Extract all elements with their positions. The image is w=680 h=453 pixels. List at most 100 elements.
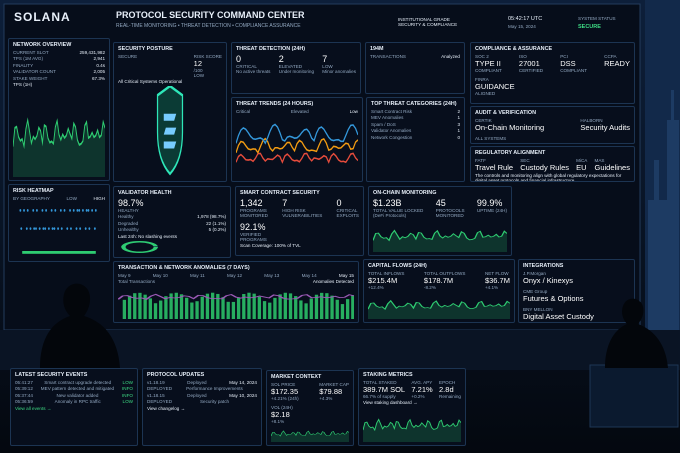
cell: DEPLOYED — [147, 399, 173, 404]
cell: May 9 — [118, 272, 131, 278]
stat-text: 0 — [336, 197, 342, 208]
stat-text: PROGRAMS — [240, 236, 267, 242]
line-text: Analyzed — [441, 53, 460, 59]
panel: THREAT TRENDS (24 HOURS) Critical Elevated… — [231, 97, 363, 182]
stat-text: LOW — [193, 72, 205, 78]
panel-title: CAPITAL FLOWS (24H) — [368, 263, 427, 269]
cell: Healthy — [118, 214, 134, 219]
stat: 7 LOW Minor anomalies — [322, 54, 356, 74]
stats: FATF Travel Rule SEC Custody Rules MiCA EU MAS… — [475, 158, 630, 172]
stat-text: SECURE — [118, 53, 138, 59]
stat-text: Travel Rule — [475, 162, 514, 172]
stat-text: GUIDANCE — [475, 81, 515, 91]
stat-text: /100 — [193, 67, 203, 73]
stat-text: 7.21% — [411, 384, 433, 394]
line-text: The controls and monitoring align with g… — [475, 173, 622, 182]
stat: 7 HIGH RISK VULNERABILITIES — [282, 198, 322, 218]
stat-text: READY — [604, 58, 630, 68]
cell: 1,978 (98.7%) — [197, 214, 226, 219]
panel: SECURITY POSTURE SECURE RISK SCORE 12/100 LO… — [113, 42, 227, 182]
panel: SMART CONTRACT SECURITY 1,342 PROGRAMS MONI… — [235, 186, 364, 256]
stat-text: DSS — [560, 58, 576, 68]
stat-text: MAS — [594, 157, 605, 163]
lines: Total Transactions Anomalies Detected — [118, 279, 354, 284]
cell: May 14, 2024 — [229, 379, 257, 385]
stat: 92.1% VERIFIED PROGRAMS — [240, 222, 267, 242]
stat: 1,342 PROGRAMS MONITORED — [240, 198, 268, 218]
decoration — [121, 241, 158, 253]
panel-title: INTEGRATIONS — [523, 263, 564, 269]
row: Unhealthy 5 (0.2%) — [118, 227, 226, 232]
brand: SOLANA — [14, 10, 71, 24]
panel: REGULATORY ALIGNMENT FATF Travel Rule SEC Cu… — [470, 146, 635, 182]
stat: 98.7% HEALTHY — [118, 198, 144, 213]
stat-text: 2 — [278, 53, 284, 64]
panel-title: THREAT TRENDS (24 HOURS) — [236, 101, 314, 107]
panel-title: SECURITY POSTURE — [118, 46, 173, 52]
cell: Smart contract upgrade detected — [44, 379, 112, 385]
stat: 2 ELEVATED Under monitoring — [279, 54, 314, 74]
panel: VALIDATOR HEALTH 98.7% HEALTHY Healthy 1,978… — [113, 186, 231, 258]
row: Smart Contract Risk 2 — [371, 109, 460, 114]
stat-text: CME Group — [523, 288, 548, 294]
stat-text: $2.18 — [271, 409, 290, 419]
stat-text: $172.35 — [271, 386, 299, 396]
stat: EPOCH 2.8d Remaining — [439, 380, 461, 399]
stat: 0 CRITICAL No active threats — [236, 54, 270, 74]
line-text: Anomalies Detected — [312, 279, 354, 284]
row: TPS (1M AVG) 2,941 — [13, 56, 105, 61]
stat-text: HALBORN — [580, 117, 603, 123]
row: MEV Anomalies 1 — [371, 115, 460, 120]
cell: TPS (1M AVG) — [13, 56, 44, 61]
stat-text: +4.1% — [484, 284, 499, 290]
stat-text: EXPLOITS — [336, 212, 359, 218]
panel: NETWORK OVERVIEW CURRENT SLOT 259,431,982 T… — [8, 38, 110, 181]
stats: SOL PRICE $172.35 +4.21% (24h) MARKET CAP $7… — [271, 382, 349, 424]
cell: 1 — [457, 128, 460, 133]
stat-text: MARKET CAP — [319, 381, 349, 387]
stat-text: +4.3% — [319, 395, 333, 401]
stat: TOTAL STAKED 389.7M SOL 66.7% of supply — [363, 380, 405, 399]
panel: ON-CHAIN MONITORING $1.23B TOTAL VALUE LOC… — [368, 186, 512, 256]
cell: Deployed — [187, 392, 207, 398]
stat-text: VERIFIED — [240, 231, 262, 237]
lines: Critical Elevated Low — [236, 109, 358, 114]
stats: CERTIK On-Chain Monitoring HALBORN Security… — [475, 117, 630, 144]
stat-text: Guidelines — [594, 162, 630, 172]
stats: 0 CRITICAL No active threats 2 ELEVATED Under… — [236, 54, 356, 74]
stat-text: 92.1% — [240, 221, 266, 232]
stat-text: VULNERABILITIES — [282, 212, 323, 218]
stats: 98.7% HEALTHY — [118, 198, 226, 213]
stat-text: TYPE II — [475, 58, 501, 68]
stat: MiCA EU — [576, 158, 587, 172]
cell: Degraded — [118, 220, 139, 226]
line-text: LOW — [66, 195, 77, 201]
cell: May 14 — [301, 272, 317, 278]
stat-text: 0 — [236, 53, 242, 64]
cell: LOW — [122, 379, 133, 385]
decoration — [118, 292, 354, 319]
stat-text: 389.7M SOL — [363, 384, 406, 394]
panel-title: ON-CHAIN MONITORING — [373, 190, 437, 196]
cell: INFO — [122, 386, 133, 391]
stat-text: Minor anomalies — [322, 68, 356, 74]
cell: May 13 — [264, 272, 280, 278]
stat-text: Security Audits — [580, 122, 630, 132]
time: 05:42:17 UTC — [508, 16, 543, 22]
stat-text: Under monitoring — [278, 68, 315, 74]
row: Spam / DoS 3 — [371, 122, 460, 127]
cell: Smart Contract Risk — [371, 108, 413, 114]
panel-title: AUDIT & VERIFICATION — [475, 110, 536, 116]
row: DEPLOYED Security patch — [147, 399, 257, 404]
panel: COMPLIANCE & ASSURANCE SOC 2 TYPE II COMPLI… — [470, 42, 635, 104]
lines: TPS (1H) — [13, 82, 105, 87]
cell: 67.3% — [91, 75, 105, 81]
skyline — [648, 90, 679, 360]
stats: $1.23B TOTAL VALUE LOCKED (DeFi Protocols)… — [373, 198, 507, 218]
line-text: View changelog → — [147, 405, 186, 411]
stat-text: FINRA — [475, 76, 489, 82]
stat-text: 7 — [322, 53, 328, 64]
panel: LATEST SECURITY EVENTS 05:41:27 Smart cont… — [10, 368, 138, 446]
panel-title: THREAT DETECTION (24H) — [236, 46, 306, 52]
stat-text: TOTAL VALUE LOCKED — [373, 207, 424, 213]
